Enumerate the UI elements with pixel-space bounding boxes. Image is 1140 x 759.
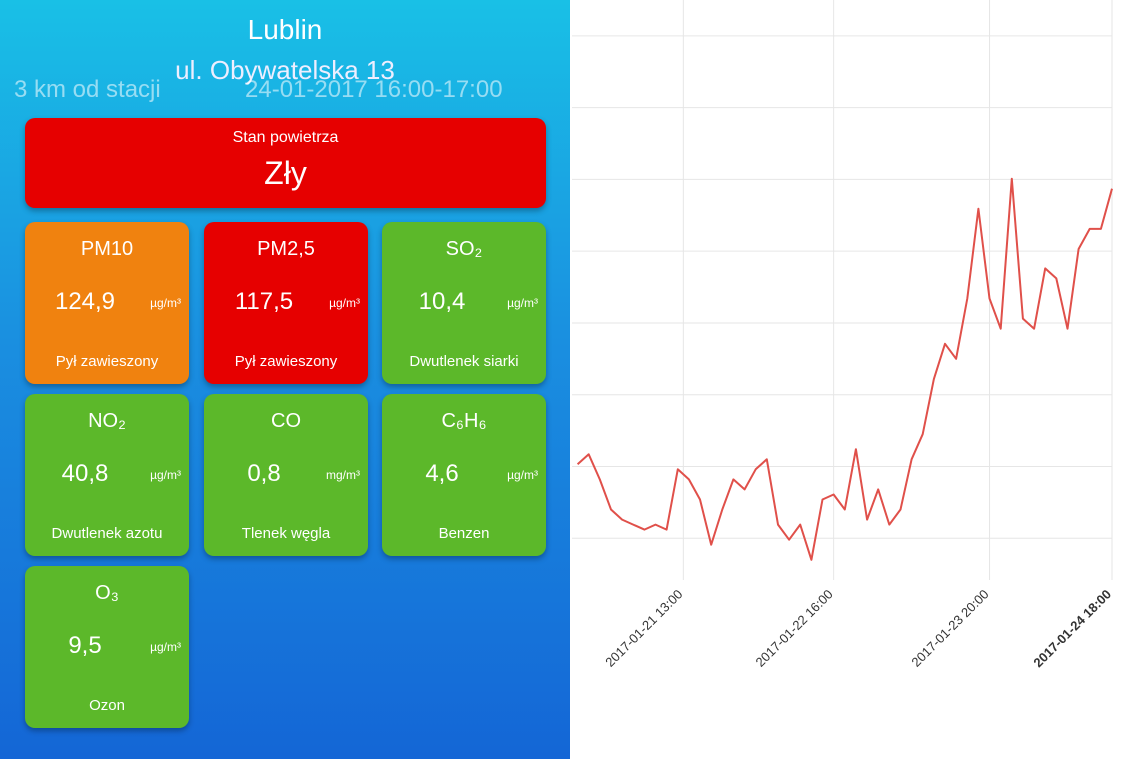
- tile-unit: µg/m³: [150, 296, 181, 310]
- tile-value: 0,8: [247, 460, 281, 487]
- tile-value: 10,4: [418, 288, 466, 315]
- status-value: Zły: [264, 155, 307, 191]
- tile-description: Pył zawieszony: [234, 353, 338, 370]
- sensor-tile: PM10 124,9 µg/m³ Pył zawieszony: [25, 222, 189, 384]
- tile-unit: µg/m³: [507, 296, 538, 310]
- tile-description: Pył zawieszony: [55, 353, 159, 370]
- app-panel: Lublin ul. Obywatelska 13 3 km od stacji…: [0, 0, 570, 759]
- tile-unit: µg/m³: [507, 468, 538, 482]
- tile-description: Dwutlenek azotu: [51, 525, 163, 542]
- tile-unit: µg/m³: [329, 296, 360, 310]
- sensor-tile: NO₂ 40,8 µg/m³ Dwutlenek azotu: [25, 394, 189, 556]
- chart-background: [570, 0, 1140, 759]
- tile-value: 40,8: [61, 460, 109, 487]
- tile-value: 4,6: [425, 460, 459, 487]
- tile-name: C₆H₆: [441, 410, 487, 432]
- tile-name: NO₂: [88, 410, 126, 432]
- sensor-tile: SO₂ 10,4 µg/m³ Dwutlenek siarki: [382, 222, 546, 384]
- tile-description: Dwutlenek siarki: [409, 353, 519, 370]
- status-label: Stan powietrza: [232, 129, 339, 146]
- tile-value: 124,9: [54, 288, 116, 315]
- city: Lublin: [247, 14, 323, 45]
- tile-description: Ozon: [89, 697, 125, 714]
- tile-unit: mg/m³: [326, 468, 360, 482]
- datetime: 24-01-2017 16:00-17:00: [245, 76, 503, 103]
- street: ul. Obywatelska 13: [175, 55, 395, 85]
- sensor-tile: CO 0,8 mg/m³ Tlenek węgla: [204, 394, 368, 556]
- distance: 3 km od stacji: [14, 76, 161, 103]
- tile-name: CO: [271, 410, 301, 432]
- tile-description: Benzen: [438, 525, 490, 542]
- tile-unit: µg/m³: [150, 640, 181, 654]
- tile-name: O₃: [95, 582, 119, 604]
- tile-name: SO₂: [445, 238, 483, 260]
- tile-unit: µg/m³: [150, 468, 181, 482]
- chart: 2017-01-21 13:00 2017-01-22 16:00 2017-01-…: [570, 0, 1140, 759]
- tile-value: 117,5: [234, 288, 294, 315]
- status-box: Stan powietrza Zły: [25, 118, 546, 208]
- data-line: [576, 177, 1113, 561]
- sensor-tile: O₃ 9,5 µg/m³ Ozon: [25, 566, 189, 728]
- tile-value: 9,5: [68, 632, 102, 659]
- tile-name: PM2,5: [257, 238, 315, 260]
- tile-name: PM10: [80, 238, 134, 260]
- tile-description: Tlenek węgla: [241, 525, 331, 542]
- sensor-tile: C₆H₆ 4,6 µg/m³ Benzen: [382, 394, 546, 556]
- sensor-tile: PM2,5 117,5 µg/m³ Pył zawieszony: [204, 222, 368, 384]
